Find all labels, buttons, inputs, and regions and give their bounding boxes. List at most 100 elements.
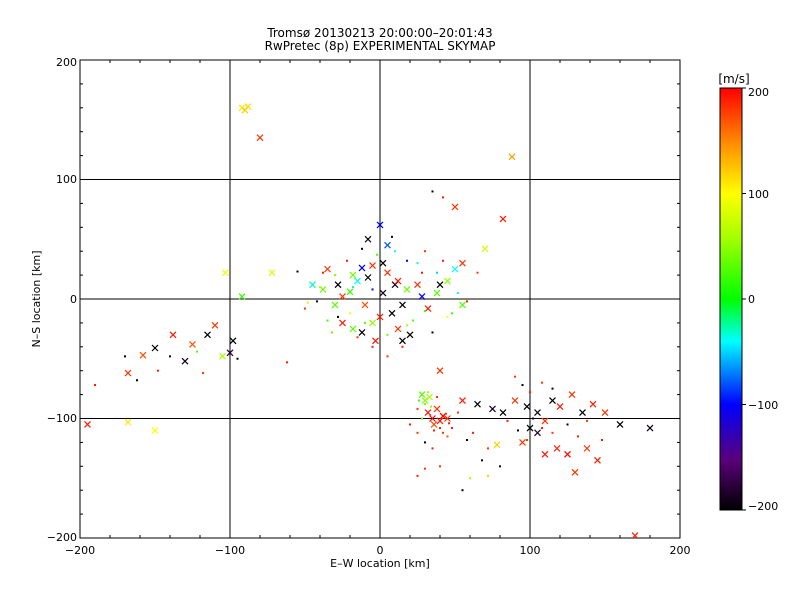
data-point-cross <box>436 417 444 425</box>
data-point-cross <box>451 265 459 273</box>
data-point-cross <box>189 340 196 348</box>
colorbar-tick-label: 100 <box>748 188 769 201</box>
data-point-cross <box>444 415 451 422</box>
y-tick-label: 200 <box>56 56 77 69</box>
data-points <box>84 103 654 538</box>
data-point-dot <box>421 417 423 420</box>
data-point-dot <box>424 403 426 406</box>
data-point-dot <box>424 309 426 312</box>
y-tick-label: −100 <box>47 412 77 425</box>
data-point-cross <box>394 325 402 333</box>
data-point-cross <box>418 391 426 399</box>
y-tick-label: −200 <box>47 531 77 544</box>
data-point-dot <box>551 431 554 434</box>
data-point-cross <box>436 367 444 375</box>
data-point-dot <box>424 441 426 444</box>
data-point-cross <box>499 409 507 416</box>
data-point-cross <box>429 415 436 422</box>
chart-subtitle: RwPretec (8p) EXPERIMENTAL SKYMAP <box>265 39 496 53</box>
data-point-cross <box>331 301 339 309</box>
data-point-cross <box>451 203 459 211</box>
data-point-cross <box>226 349 234 357</box>
x-tick-labels: −200 −100 0 100 200 <box>65 544 691 557</box>
data-point-cross <box>139 351 147 359</box>
data-point-dot <box>566 423 569 426</box>
minor-ticks <box>79 59 681 539</box>
data-point-dot <box>416 431 419 434</box>
data-point-dot <box>364 321 366 324</box>
data-point-dot <box>521 384 524 387</box>
x-tick-label: −200 <box>65 544 95 557</box>
data-point-cross <box>364 274 372 281</box>
data-point-dot <box>487 447 489 450</box>
data-point-cross <box>151 344 159 352</box>
data-point-dot <box>376 253 378 256</box>
data-point-cross <box>222 269 229 277</box>
data-point-cross <box>349 271 357 279</box>
data-point-dot <box>541 427 543 430</box>
data-point-dot <box>337 315 339 318</box>
data-point-dot <box>448 422 450 425</box>
data-point-dot <box>551 387 554 390</box>
data-point-cross <box>354 277 361 285</box>
data-point-dot <box>326 319 329 322</box>
data-point-dot <box>439 427 441 430</box>
y-tick-label: 100 <box>56 173 77 186</box>
data-point-dot <box>406 324 408 327</box>
data-point-dot <box>457 292 459 295</box>
data-point-dot <box>319 286 321 289</box>
data-point-dot <box>371 288 374 291</box>
data-point-dot <box>466 439 468 442</box>
colorbar-unit: [m/s] <box>718 72 749 86</box>
data-point-dot <box>457 411 459 414</box>
colorbar-gradient <box>719 87 743 511</box>
data-point-dot <box>431 190 434 193</box>
data-point-cross <box>388 309 396 317</box>
y-tick-labels: 200 100 0 −100 −200 <box>47 56 77 544</box>
data-point-cross <box>399 337 406 345</box>
data-point-cross <box>211 321 219 329</box>
data-point-cross <box>394 277 402 285</box>
data-point-cross <box>349 325 357 333</box>
data-point-cross <box>384 269 391 277</box>
data-point-cross <box>474 400 481 408</box>
data-point-cross <box>430 421 438 428</box>
data-point-dot <box>586 419 588 422</box>
colorbar: [m/s] 200 100 0 −100 −200 <box>718 72 778 513</box>
data-point-dot <box>401 345 404 348</box>
data-point-dot <box>124 355 126 358</box>
data-point-dot <box>391 235 393 238</box>
data-point-dot <box>442 196 444 199</box>
data-point-dot <box>322 271 324 274</box>
data-point-cross <box>364 235 372 243</box>
data-point-dot <box>316 300 318 303</box>
data-point-dot <box>601 439 603 442</box>
data-point-dot <box>349 312 351 315</box>
data-point-cross <box>324 265 331 273</box>
data-point-cross <box>256 134 264 142</box>
data-point-dot <box>418 399 420 402</box>
data-point-dot <box>304 307 306 310</box>
colorbar-tick-label: −100 <box>748 399 778 412</box>
data-point-dot <box>371 345 374 348</box>
data-point-dot <box>514 375 516 378</box>
data-point-cross <box>124 418 132 426</box>
data-point-cross <box>421 397 429 404</box>
data-point-dot <box>352 286 354 289</box>
data-point-dot <box>532 417 534 420</box>
grid <box>80 60 680 538</box>
data-point-cross <box>399 301 406 309</box>
x-tick-label: 200 <box>670 544 691 557</box>
data-point-dot <box>431 447 434 450</box>
data-point-cross <box>238 293 246 301</box>
x-tick-label: −100 <box>215 544 245 557</box>
data-point-cross <box>459 259 466 267</box>
data-point-cross <box>459 301 466 309</box>
data-point-cross <box>481 245 489 253</box>
data-point-dot <box>394 250 396 253</box>
data-point-dot <box>386 333 389 336</box>
data-point-cross <box>376 313 384 321</box>
data-point-cross <box>444 277 451 285</box>
data-point-cross <box>369 319 376 327</box>
data-point-dot <box>409 423 411 426</box>
